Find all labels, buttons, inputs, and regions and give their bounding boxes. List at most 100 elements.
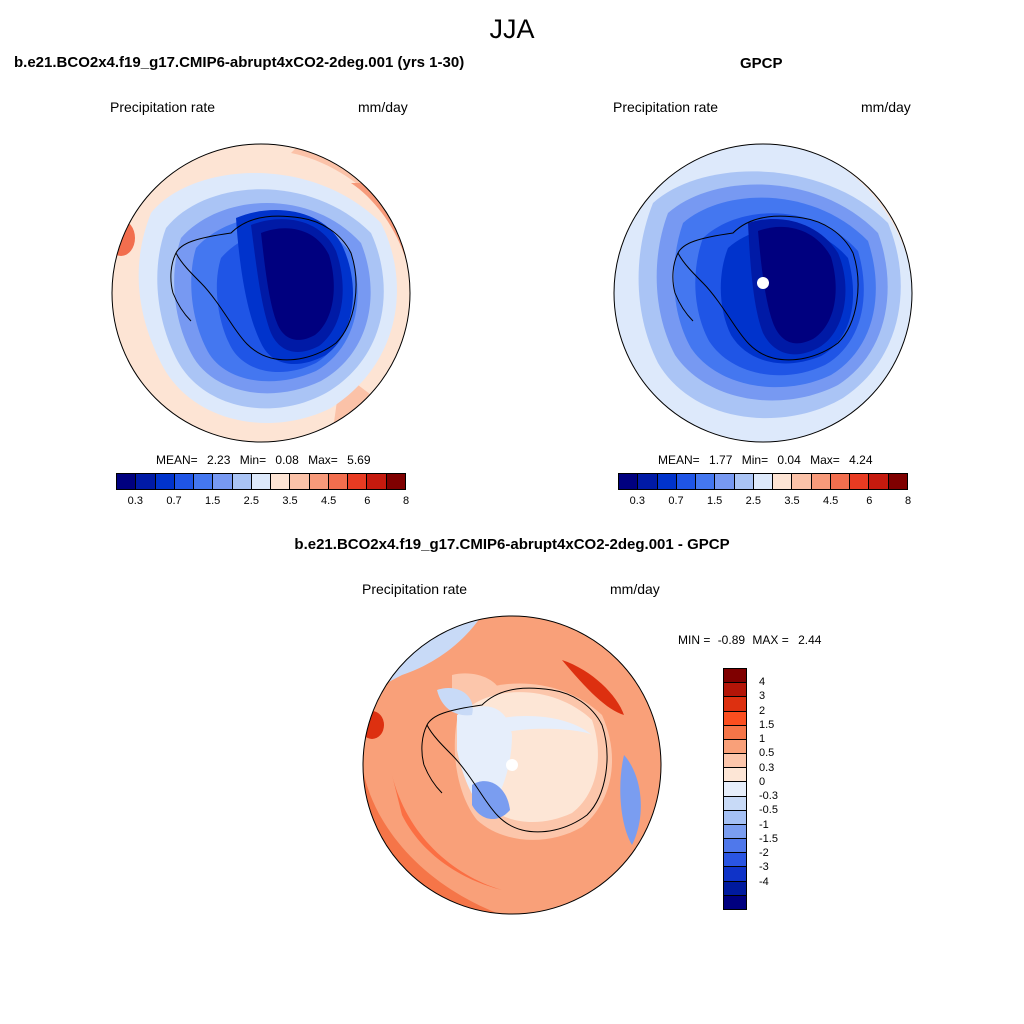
- panel1-colorbar-swatch: [194, 474, 214, 489]
- diff-colorbar-tick-label: -0.5: [759, 804, 778, 817]
- diff-colorbar-swatch: [724, 669, 746, 684]
- panel2-colorbar-tick-label: 3.5: [784, 495, 800, 507]
- panel2-title: GPCP: [740, 55, 783, 72]
- diff-colorbar-swatch: [724, 881, 746, 896]
- panel2-colorbar-swatch: [830, 474, 851, 489]
- panel2-colorbar-tick-label: 0.3: [629, 495, 645, 507]
- diff-colorbar-swatch: [724, 853, 746, 868]
- panel1-colorbar-swatch: [117, 474, 137, 489]
- panel1-colorbar-swatch: [213, 474, 233, 489]
- panel2-colorbar-tick-label: 8: [904, 495, 912, 507]
- diff-min-label: MIN =: [678, 633, 711, 647]
- panel1-colorbar-tick-label: 0.3: [127, 495, 143, 507]
- diff-colorbar-swatch: [724, 683, 746, 698]
- panel1-colorbar: [116, 473, 406, 490]
- panel1-colorbar-tick-label: 1.5: [205, 495, 221, 507]
- diff-colorbar-tick-label: 2: [759, 704, 766, 717]
- panel2-mean-value: 1.77: [709, 453, 733, 467]
- diff-colorbar-swatch: [724, 782, 746, 797]
- panel2-units-label: mm/day: [861, 99, 911, 115]
- panel2-max-value: 4.24: [849, 453, 873, 467]
- panel1-colorbar-swatch: [136, 474, 156, 489]
- panel2-colorbar-swatch: [657, 474, 677, 489]
- panel1-title: b.e21.BCO2x4.f19_g17.CMIP6-abrupt4xCO2-2…: [14, 54, 465, 71]
- diff-colorbar-swatch: [724, 725, 746, 740]
- diff-colorbar-tick-label: 0: [759, 775, 766, 788]
- diff-max-value: 2.44: [798, 633, 822, 647]
- panel2-colorbar: [618, 473, 908, 490]
- diff-colorbar-tick-label: 3: [759, 690, 766, 703]
- diff-max-label: MAX =: [752, 633, 789, 647]
- panel1-colorbar-swatch: [348, 474, 368, 489]
- diff-colorbar-tick-label: -2: [759, 847, 769, 860]
- panel1-colorbar-tick-label: 4.5: [321, 495, 337, 507]
- panel1-mean-value: 2.23: [207, 453, 231, 467]
- panel1-units-label: mm/day: [358, 99, 408, 115]
- diff-colorbar-swatch: [724, 739, 746, 755]
- panel2-colorbar-swatch: [773, 474, 793, 489]
- panel1-stats: MEAN= 2.23 Min= 0.08 Max= 5.69: [156, 453, 371, 467]
- diff-variable-label: Precipitation rate: [362, 581, 468, 597]
- diff-colorbar-tick-label: 4: [759, 676, 766, 689]
- diff-colorbar-tick-label: -4: [759, 875, 769, 888]
- panel1-colorbar-swatch: [232, 474, 252, 489]
- season-title: JJA: [489, 14, 535, 44]
- panel1-colorbar-swatch: [174, 474, 195, 489]
- panel1-colorbar-tick-label: 3.5: [282, 495, 298, 507]
- panel2-colorbar-swatch: [638, 474, 658, 489]
- diff-colorbar-tick-label: 0.5: [759, 747, 775, 760]
- panel1-colorbar-swatch: [367, 474, 387, 489]
- diff-colorbar-swatch: [724, 796, 746, 811]
- diff-polar-map: [362, 615, 662, 915]
- panel2-min-label: Min=: [741, 453, 769, 467]
- panel2-colorbar-swatch: [696, 474, 716, 489]
- diff-colorbar-swatch: [724, 895, 746, 909]
- diff-colorbar-tick-label: -1.5: [759, 832, 778, 845]
- diff-colorbar-swatch: [724, 824, 746, 840]
- panel2-min-value: 0.04: [777, 453, 801, 467]
- diff-colorbar: [723, 668, 747, 910]
- panel2-colorbar-swatch: [792, 474, 812, 489]
- panel2-colorbar-tick-label: 6: [866, 495, 873, 507]
- diff-colorbar-tick-label: -3: [759, 861, 769, 874]
- panel1-polar-map: [111, 143, 411, 443]
- panel2-colorbar-tick-label: 2.5: [745, 495, 761, 507]
- panel1-max-value: 5.69: [347, 453, 371, 467]
- panel1-max-label: Max=: [308, 453, 338, 467]
- panel2-colorbar-swatch: [753, 474, 774, 489]
- diff-stats: MIN = -0.89 MAX = 2.44: [678, 633, 821, 647]
- panel2-stats: MEAN= 1.77 Min= 0.04 Max= 4.24: [658, 453, 873, 467]
- diff-colorbar-tick-label: -0.3: [759, 790, 778, 803]
- diff-colorbar-swatch: [724, 867, 746, 882]
- panel1-colorbar-tick-label: 0.7: [166, 495, 182, 507]
- diff-min-value: -0.89: [717, 633, 746, 647]
- panel1-colorbar-swatch: [309, 474, 329, 489]
- diff-colorbar-swatch: [724, 711, 746, 726]
- panel1-min-label: Min=: [239, 453, 267, 467]
- panel1-colorbar-swatch: [290, 474, 310, 489]
- panel2-colorbar-tick-label: 4.5: [823, 495, 839, 507]
- panel1-variable-label: Precipitation rate: [110, 99, 216, 115]
- diff-title: b.e21.BCO2x4.f19_g17.CMIP6-abrupt4xCO2-2…: [294, 536, 730, 553]
- panel1-colorbar-tick-label: 2.5: [243, 495, 259, 507]
- panel2-colorbar-swatch: [811, 474, 831, 489]
- diff-colorbar-tick-label: 1: [759, 733, 766, 746]
- diff-colorbar-tick-label: 1.5: [759, 718, 775, 731]
- diff-colorbar-swatch: [724, 839, 746, 854]
- panel2-colorbar-tick-label: 1.5: [707, 495, 723, 507]
- panel2-colorbar-swatch: [715, 474, 735, 489]
- panel2-colorbar-tick-label: 0.7: [668, 495, 684, 507]
- diff-colorbar-swatch: [724, 768, 746, 783]
- panel2-colorbar-swatch: [734, 474, 754, 489]
- panel2-variable-label: Precipitation rate: [613, 99, 719, 115]
- diff-colorbar-swatch: [724, 810, 746, 825]
- panel2-colorbar-swatch: [869, 474, 889, 489]
- panel2-polar-map: [613, 143, 913, 443]
- panel2-colorbar-swatch: [676, 474, 697, 489]
- panel1-colorbar-tick-label: 8: [402, 495, 410, 507]
- panel1-min-value: 0.08: [275, 453, 299, 467]
- panel2-colorbar-swatch: [888, 474, 907, 489]
- panel2-colorbar-swatch: [619, 474, 639, 489]
- panel1-colorbar-swatch: [251, 474, 272, 489]
- diff-colorbar-swatch: [724, 754, 746, 769]
